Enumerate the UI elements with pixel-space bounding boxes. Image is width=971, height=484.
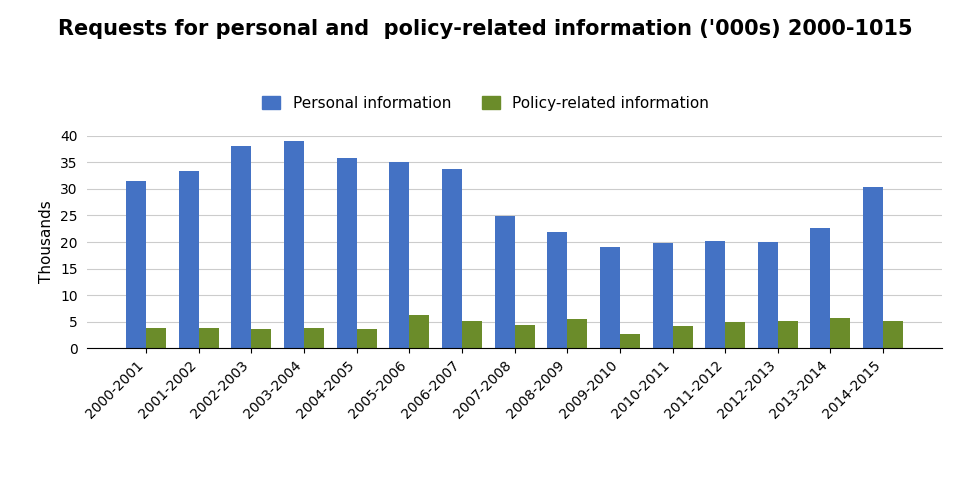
Bar — [778, 321, 798, 348]
Bar — [811, 228, 830, 348]
Bar — [179, 171, 199, 348]
Bar — [883, 321, 903, 348]
Bar — [442, 168, 462, 348]
Bar — [863, 187, 883, 348]
Bar — [494, 216, 515, 348]
Bar — [126, 181, 147, 348]
Bar — [251, 329, 272, 348]
Bar — [515, 324, 535, 348]
Bar — [705, 242, 725, 348]
Bar — [199, 328, 218, 348]
Bar — [304, 328, 324, 348]
Bar — [410, 316, 429, 348]
Bar — [673, 326, 692, 348]
Bar — [337, 158, 356, 348]
Legend: Personal information, Policy-related information: Personal information, Policy-related inf… — [256, 90, 715, 117]
Bar — [567, 319, 587, 348]
Bar — [619, 333, 640, 348]
Text: Requests for personal and  policy-related information ('000s) 2000-1015: Requests for personal and policy-related… — [58, 19, 913, 39]
Bar — [725, 322, 745, 348]
Y-axis label: Thousands: Thousands — [40, 201, 54, 283]
Bar — [389, 162, 410, 348]
Bar — [285, 141, 304, 348]
Bar — [830, 318, 851, 348]
Bar — [462, 321, 482, 348]
Bar — [231, 146, 251, 348]
Bar — [600, 247, 619, 348]
Bar — [548, 232, 567, 348]
Bar — [356, 329, 377, 348]
Bar — [653, 243, 673, 348]
Bar — [147, 328, 166, 348]
Bar — [757, 242, 778, 348]
